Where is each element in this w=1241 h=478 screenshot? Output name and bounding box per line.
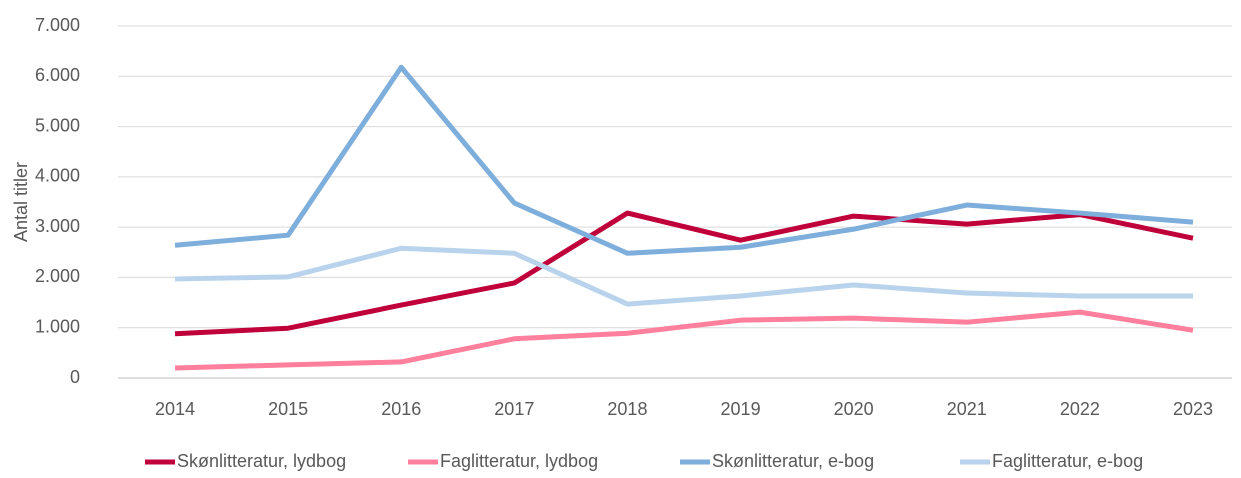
y-tick-label: 1.000 [35,316,80,336]
line-series [174,245,1193,307]
y-tick-label: 6.000 [35,65,80,85]
legend-label: Faglitteratur, lydbog [440,451,598,471]
legend-label: Skønlitteratur, e-bog [712,451,874,471]
legend-label: Skønlitteratur, lydbog [177,451,346,471]
x-tick-label: 2015 [268,399,308,419]
x-tick-label: 2021 [947,399,987,419]
line-series [174,64,1194,256]
x-tick-label: 2019 [721,399,761,419]
y-tick-label: 2.000 [35,266,80,286]
x-tick-label: 2020 [834,399,874,419]
legend-label: Faglitteratur, e-bog [992,451,1143,471]
x-tick-label: 2016 [381,399,421,419]
line-series [174,309,1194,371]
y-tick-label: 4.000 [35,166,80,186]
x-tick-label: 2023 [1173,399,1213,419]
x-tick-label: 2014 [155,399,195,419]
y-tick-label: 7.000 [35,15,80,35]
x-tick-label: 2022 [1060,399,1100,419]
y-axis-label: Antal titler [11,162,31,242]
y-tick-label: 5.000 [35,115,80,135]
line-series [174,210,1194,337]
y-tick-label: 3.000 [35,216,80,236]
x-tick-label: 2018 [607,399,647,419]
x-tick-label: 2017 [494,399,534,419]
y-tick-label: 0 [70,367,80,387]
